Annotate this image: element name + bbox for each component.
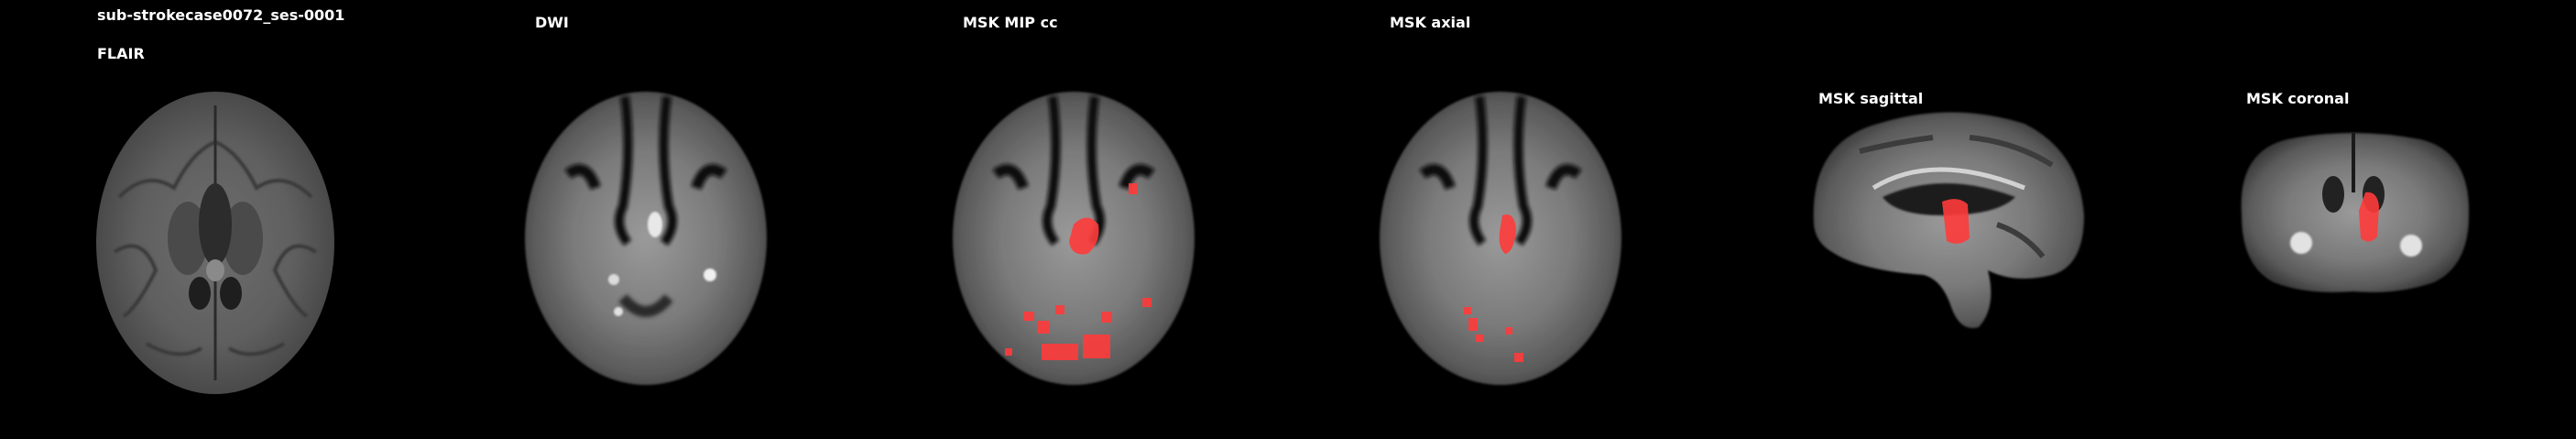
msk-coronal-image-panel xyxy=(2232,128,2475,298)
axial-brain-slice-with-lesion-mask-image xyxy=(953,92,1195,385)
panel-title-flair: FLAIR xyxy=(97,45,145,62)
coronal-brain-slice-with-lesion-mask-image xyxy=(2241,133,2470,292)
msk-sagittal-image-panel xyxy=(1805,87,2089,335)
panel-title-dwi: DWI xyxy=(535,14,569,31)
msk-mip-cc-image-panel xyxy=(950,87,1197,390)
panel-title-msk-coronal: MSK coronal xyxy=(2246,90,2350,107)
flair-image-panel xyxy=(92,87,339,399)
panel-title-msk-mip-cc: MSK MIP cc xyxy=(963,14,1058,31)
axial-brain-slice-image xyxy=(96,92,334,394)
axial-brain-slice-image xyxy=(525,92,767,385)
subject-title: sub-strokecase0072_ses-0001 xyxy=(97,6,345,24)
axial-brain-slice-with-lesion-mask-image xyxy=(1380,92,1621,385)
msk-axial-image-panel xyxy=(1377,87,1624,390)
sagittal-brain-slice-with-lesion-mask-image xyxy=(1813,112,2084,329)
panel-title-msk-sagittal: MSK sagittal xyxy=(1818,90,1924,107)
panel-title-msk-axial: MSK axial xyxy=(1390,14,1471,31)
dwi-image-panel xyxy=(522,87,770,390)
